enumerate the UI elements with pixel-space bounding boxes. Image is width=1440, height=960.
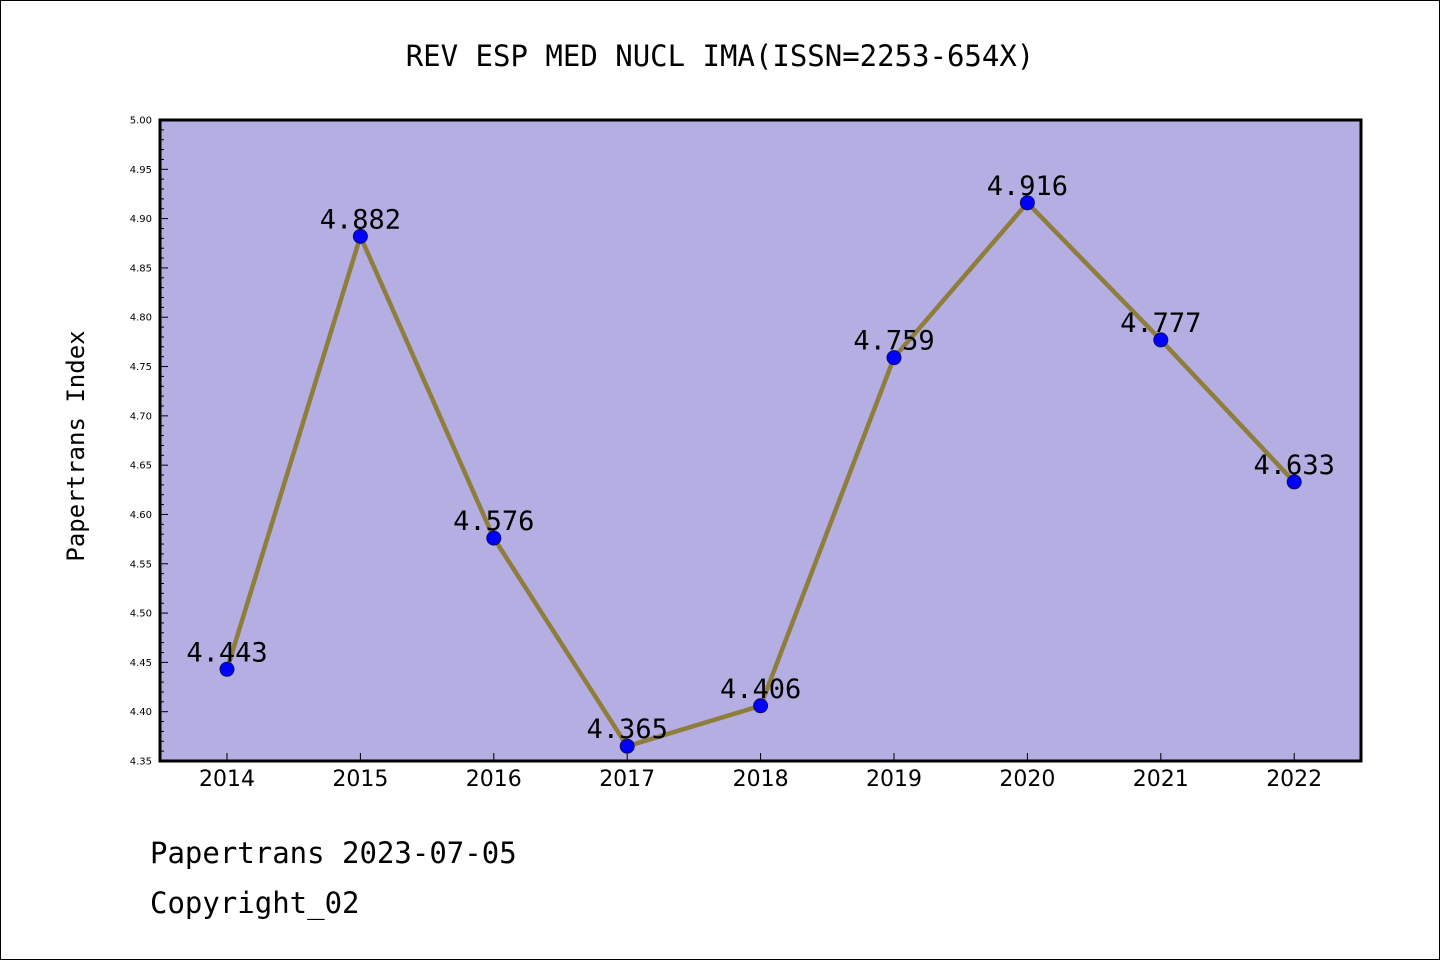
x-tick-label: 2022 <box>1266 767 1322 792</box>
x-axis: 2014 2015 2016 2017 2018 2019 2020 2021 2022 <box>199 753 1322 792</box>
y-tick-label: 4.40 <box>130 707 152 718</box>
x-tick-label: 2019 <box>866 767 922 792</box>
y-tick-label: 5.00 <box>130 116 152 127</box>
data-point <box>1286 474 1302 490</box>
footer-copyright: Copyright_02 <box>150 886 360 920</box>
data-label: 4.576 <box>453 506 534 537</box>
footer-date: Papertrans 2023-07-05 <box>150 836 517 870</box>
data-label: 4.759 <box>853 326 934 357</box>
plot-area <box>160 120 1361 761</box>
y-tick-label: 4.45 <box>130 658 152 669</box>
x-tick-label: 2016 <box>466 767 522 792</box>
y-tick-label: 4.90 <box>130 214 152 225</box>
data-label: 4.406 <box>720 674 801 705</box>
y-tick-label: 4.75 <box>130 362 152 373</box>
data-label: 4.443 <box>186 637 267 668</box>
data-label: 4.777 <box>1120 308 1201 339</box>
y-axis: 4.35 4.40 4.45 4.50 4.55 4.60 4.65 4.70 4.75 4.80… <box>130 116 168 768</box>
data-point <box>352 228 368 244</box>
plot-border <box>158 118 1363 763</box>
data-point <box>1019 195 1035 211</box>
x-tick-label: 2021 <box>1133 767 1189 792</box>
data-point <box>753 698 769 714</box>
y-tick-label: 4.60 <box>130 510 152 521</box>
y-axis-label: Papertrans Index <box>62 330 90 561</box>
data-label: 4.365 <box>587 714 668 745</box>
x-tick-label: 2014 <box>199 767 255 792</box>
y-tick-label: 4.35 <box>130 757 152 768</box>
y-tick-label: 4.50 <box>130 609 152 620</box>
y-tick-label: 4.80 <box>130 313 152 324</box>
data-label: 4.633 <box>1254 450 1335 481</box>
data-point <box>219 661 235 677</box>
x-tick-label: 2018 <box>733 767 789 792</box>
data-point <box>886 350 902 366</box>
x-tick-label: 2017 <box>599 767 655 792</box>
x-tick-label: 2020 <box>999 767 1055 792</box>
y-tick-label: 4.85 <box>130 263 152 274</box>
y-tick-label: 4.95 <box>130 165 152 176</box>
x-tick-label: 2015 <box>332 767 388 792</box>
y-tick-label: 4.70 <box>130 411 152 422</box>
data-point <box>1153 332 1169 348</box>
series: 4.443 4.882 4.576 4.365 4.406 4.759 4.916 4.777… <box>186 171 1335 754</box>
data-point <box>486 530 502 546</box>
data-label: 4.882 <box>320 204 401 235</box>
chart-title: REV ESP MED NUCL IMA(ISSN=2253-654X) <box>406 39 1035 73</box>
data-point <box>619 738 635 754</box>
data-label: 4.916 <box>987 171 1068 202</box>
y-tick-label: 4.55 <box>130 559 152 570</box>
y-tick-label: 4.65 <box>130 461 152 472</box>
